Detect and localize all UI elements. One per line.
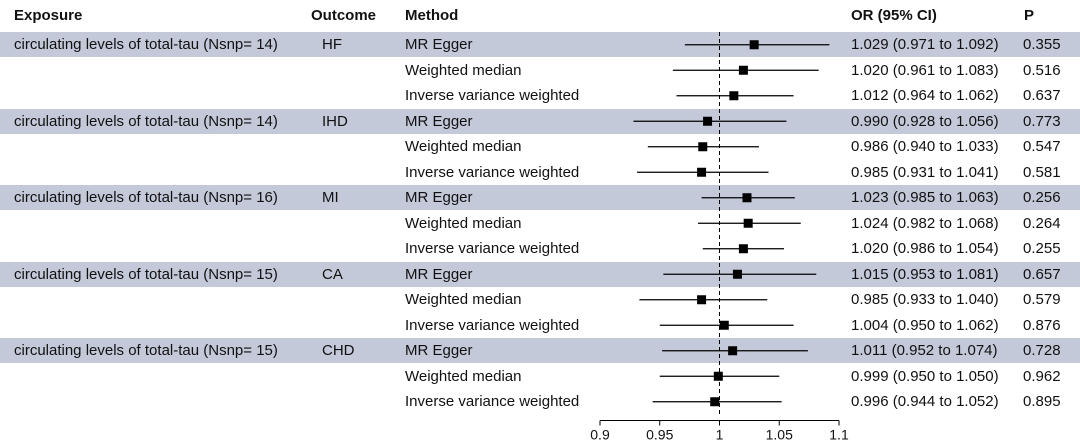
- method-cell: MR Egger: [405, 342, 473, 359]
- method-cell: Inverse variance weighted: [405, 87, 580, 104]
- method-cell: Weighted median: [405, 61, 522, 79]
- p-value-cell: 0.773: [1023, 112, 1061, 130]
- point-estimate: [749, 40, 759, 50]
- x-tick-label: 0.9: [590, 427, 610, 443]
- p-value-cell: 0.255: [1023, 240, 1061, 257]
- outcome-cell: HF: [322, 36, 342, 53]
- header-exposure: Exposure: [14, 7, 83, 24]
- point-estimate: [743, 218, 753, 228]
- or-ci-cell: 1.029 (0.971 to 1.092): [851, 36, 999, 53]
- p-value-cell: 0.355: [1023, 36, 1061, 53]
- p-value-cell: 0.547: [1023, 138, 1061, 155]
- method-cell: Weighted median: [405, 214, 522, 232]
- outcome-cell: CA: [322, 265, 343, 283]
- p-value-cell: 0.876: [1023, 316, 1061, 334]
- method-cell: MR Egger: [405, 112, 473, 130]
- header-outcome: Outcome: [311, 7, 377, 24]
- point-estimate: [729, 91, 739, 101]
- group-band: [0, 185, 1080, 210]
- point-estimate: [697, 295, 707, 305]
- or-ci-cell: 1.011 (0.952 to 1.074): [851, 342, 998, 359]
- exposure-cell: circulating levels of total-tau (Nsnp= 1…: [14, 112, 278, 130]
- p-value-cell: 0.728: [1023, 342, 1061, 359]
- method-cell: Weighted median: [405, 367, 522, 385]
- point-estimate: [713, 371, 723, 381]
- x-tick-label: 1.1: [829, 427, 849, 443]
- method-cell: Weighted median: [405, 138, 522, 155]
- header-method: Method: [405, 7, 459, 24]
- or-ci-cell: 1.020 (0.961 to 1.083): [851, 61, 999, 79]
- p-value-cell: 0.637: [1023, 87, 1061, 104]
- p-value-cell: 0.581: [1023, 163, 1061, 181]
- point-estimate: [738, 244, 748, 254]
- point-estimate: [697, 167, 707, 177]
- point-estimate: [698, 142, 708, 152]
- or-ci-cell: 1.012 (0.964 to 1.062): [851, 87, 999, 104]
- p-value-cell: 0.895: [1023, 393, 1061, 410]
- method-cell: Weighted median: [405, 291, 522, 308]
- point-estimate: [732, 269, 742, 279]
- or-ci-cell: 1.004 (0.950 to 1.062): [851, 316, 999, 334]
- p-value-cell: 0.657: [1023, 265, 1061, 283]
- or-ci-cell: 0.985 (0.931 to 1.041): [851, 163, 999, 181]
- or-ci-cell: 0.986 (0.940 to 1.033): [851, 138, 999, 155]
- point-estimate: [703, 116, 713, 126]
- point-estimate: [710, 397, 720, 407]
- point-estimate: [738, 65, 748, 75]
- group-band: [0, 338, 1080, 363]
- method-cell: Inverse variance weighted: [405, 393, 580, 410]
- method-cell: Inverse variance weighted: [405, 163, 580, 181]
- outcome-cell: IHD: [322, 112, 348, 130]
- group-band: [0, 32, 1080, 57]
- or-ci-cell: 1.023 (0.985 to 1.063): [851, 189, 999, 206]
- or-ci-cell: 1.015 (0.953 to 1.081): [851, 265, 999, 283]
- header-p: P: [1024, 7, 1035, 24]
- outcome-cell: MI: [322, 189, 339, 206]
- point-estimate: [742, 193, 752, 203]
- method-cell: MR Egger: [405, 189, 473, 206]
- p-value-cell: 0.264: [1023, 214, 1061, 232]
- point-estimate: [719, 320, 729, 330]
- p-value-cell: 0.962: [1023, 367, 1061, 385]
- method-cell: MR Egger: [405, 265, 473, 283]
- x-tick-label: 1.05: [766, 427, 793, 443]
- x-tick-label: 0.95: [646, 427, 673, 443]
- exposure-cell: circulating levels of total-tau (Nsnp= 1…: [14, 342, 278, 359]
- p-value-cell: 0.516: [1023, 61, 1061, 79]
- p-value-cell: 0.579: [1023, 291, 1061, 308]
- point-estimate: [728, 346, 738, 356]
- or-ci-cell: 1.024 (0.982 to 1.068): [851, 214, 999, 232]
- method-cell: Inverse variance weighted: [405, 316, 580, 334]
- or-ci-cell: 0.996 (0.944 to 1.052): [851, 393, 999, 410]
- method-cell: Inverse variance weighted: [405, 240, 580, 257]
- group-band: [0, 261, 1080, 287]
- exposure-cell: circulating levels of total-tau (Nsnp= 1…: [14, 265, 278, 283]
- or-ci-cell: 1.020 (0.986 to 1.054): [851, 240, 999, 257]
- x-tick-label: 1: [716, 427, 724, 443]
- outcome-cell: CHD: [322, 342, 355, 359]
- group-band: [0, 108, 1080, 134]
- exposure-cell: circulating levels of total-tau (Nsnp= 1…: [14, 36, 278, 53]
- method-cell: MR Egger: [405, 36, 473, 53]
- exposure-cell: circulating levels of total-tau (Nsnp= 1…: [14, 189, 278, 206]
- p-value-cell: 0.256: [1023, 189, 1061, 206]
- or-ci-cell: 0.985 (0.933 to 1.040): [851, 291, 999, 308]
- or-ci-cell: 0.990 (0.928 to 1.056): [851, 112, 999, 130]
- or-ci-cell: 0.999 (0.950 to 1.050): [851, 367, 999, 385]
- header-or-ci: OR (95% CI): [851, 7, 937, 24]
